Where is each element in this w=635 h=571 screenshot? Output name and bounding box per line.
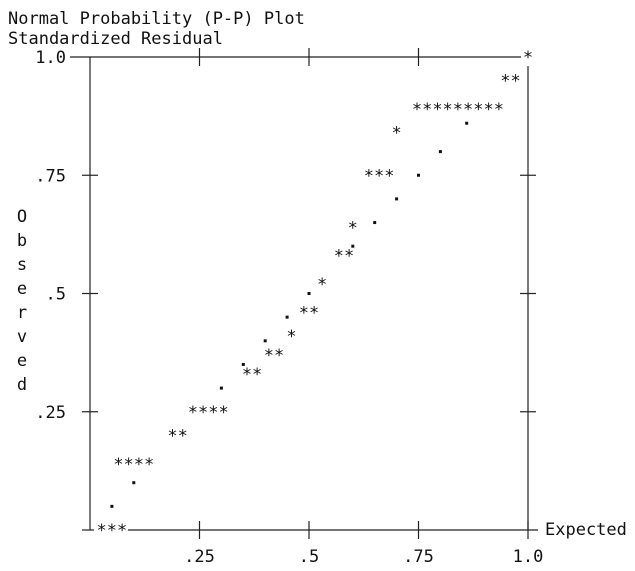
observed-point: ** [242,365,262,385]
reference-point [307,292,311,295]
reference-point [351,244,355,248]
observed-point: * [348,218,358,238]
reference-point [373,221,377,225]
observed-point: *** [97,521,128,541]
y-label-letter: r [17,303,27,323]
y-label-letter: e [17,279,27,299]
y-tick-label: 1.0 [35,48,66,68]
observed-point: * [317,275,327,295]
observed-point: *** [364,166,395,186]
reference-point [417,173,420,177]
observed-point: * [391,124,401,144]
observed-point: **** [188,403,229,423]
chart-subtitle: Standardized Residual [8,29,223,49]
reference-point [241,362,245,366]
x-tick-label: .25 [184,547,215,567]
reference-point [110,504,114,508]
observed-point: **** [113,455,154,475]
observed-point: ** [264,346,284,366]
y-label-letter: e [17,351,27,371]
observed-point: * [523,48,533,68]
expected-reference-points [110,121,469,508]
observed-point: ** [167,426,187,446]
y-tick-label: .25 [35,403,66,423]
plot-frame [82,56,538,531]
reference-point [438,150,442,154]
x-tick-label: .75 [403,547,434,567]
reference-point [219,386,223,390]
observed-point: ** [299,303,319,323]
y-label-letter: d [17,375,27,395]
y-label-letter: s [17,255,27,275]
reference-point [132,481,136,485]
y-label-letter: O [17,207,27,227]
observed-point: ** [500,72,520,92]
observed-point: * [286,327,296,347]
reference-point [263,339,267,343]
x-tick-label: 1.0 [513,547,544,567]
y-tick-label: .75 [35,166,66,186]
x-axis-label: Expected [545,520,627,540]
reference-point [465,121,469,125]
x-tick-label: .5 [299,547,319,567]
axis-ticks: .25 .25 .5 .5 .75 .75 1.0 1.0 [35,48,543,567]
y-tick-label: .5 [46,285,66,305]
y-label-letter: v [17,327,27,347]
chart-title: Normal Probability (P-P) Plot [8,9,305,29]
observed-point: ** [334,247,354,267]
y-label-letter: b [17,231,27,251]
reference-point [285,315,289,319]
reference-point [395,197,399,201]
observed-points: **************************************** [97,48,534,541]
observed-point: ********* [412,100,504,120]
